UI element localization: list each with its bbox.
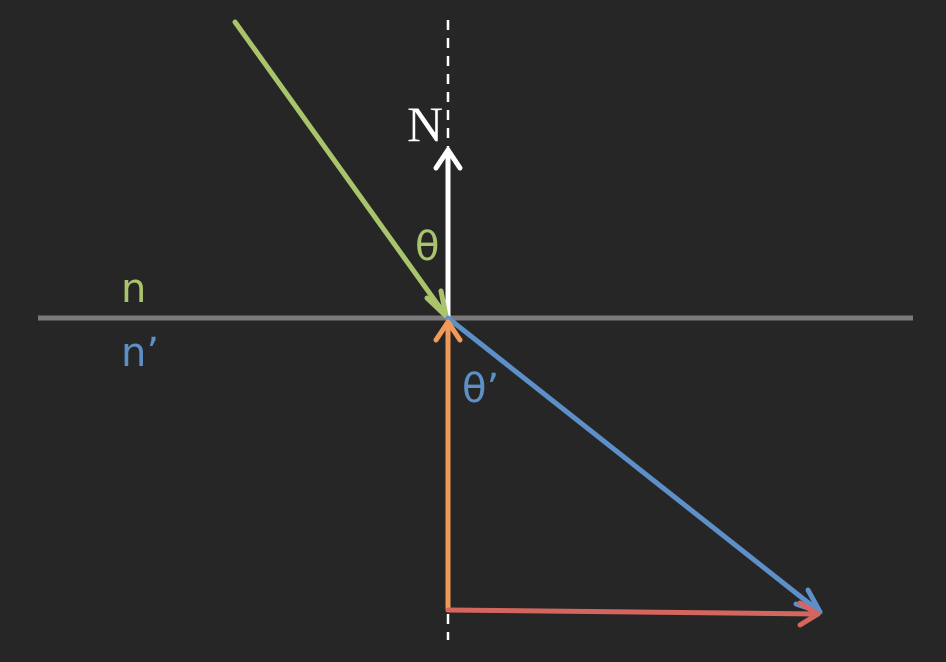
incident-ray <box>232 19 449 319</box>
upper-medium-index-label: n <box>121 266 146 312</box>
horizontal-component-vector <box>445 600 821 628</box>
refracted-angle-label: θ’ <box>462 366 499 412</box>
normal-vector <box>433 147 463 318</box>
normal-label: N <box>407 96 443 152</box>
incident-angle-label: θ <box>415 224 439 270</box>
refracted-ray <box>445 315 823 615</box>
lower-medium-index-label: n’ <box>121 330 159 376</box>
vertical-component-vector <box>433 319 463 613</box>
